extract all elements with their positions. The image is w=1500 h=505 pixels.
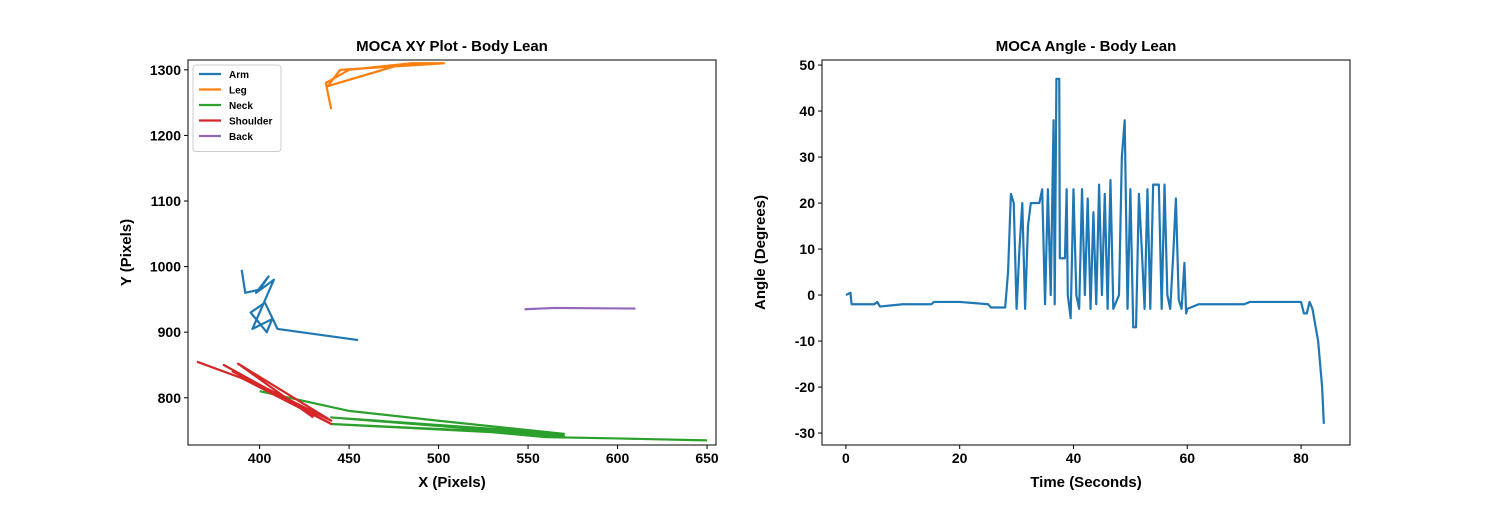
data-line — [845, 77, 1325, 424]
y-tick-label: 20 — [799, 195, 815, 211]
x-tick-label: 80 — [1293, 450, 1309, 466]
data-line — [324, 62, 446, 110]
y-tick-label: 40 — [799, 103, 815, 119]
y-tick-label: 30 — [799, 149, 815, 165]
x-tick-label: 60 — [1179, 450, 1195, 466]
chart-title: MOCA XY Plot - Body Lean — [356, 38, 548, 55]
y-tick-label: 0 — [807, 287, 815, 303]
y-axis-label: Angle (Degrees) — [752, 195, 769, 310]
plot-area — [845, 77, 1325, 424]
x-tick-label: 550 — [516, 450, 540, 466]
y-tick-label: 800 — [158, 390, 182, 406]
y-tick-label: 1000 — [150, 259, 181, 275]
x-tick-label: 650 — [695, 450, 719, 466]
x-tick-label: 500 — [427, 450, 451, 466]
x-axis-label: X (Pixels) — [418, 474, 486, 491]
axes-frame — [821, 59, 1351, 446]
y-tick-label: 1200 — [150, 127, 181, 143]
data-line — [524, 306, 636, 311]
subplot: 0 20 40 60 80 -30 -20 -10 0 10 20 30 40 50 MOCA Angle … — [752, 38, 1351, 491]
y-tick-label: 10 — [799, 241, 815, 257]
legend-label: Arm — [229, 70, 249, 81]
x-tick-label: 450 — [337, 450, 361, 466]
y-tick-label: -10 — [795, 333, 815, 349]
subplot: 400 450 500 550 600 650 800 900 1000 1100 1200 1300… — [118, 38, 719, 491]
y-tick-label: 1300 — [150, 62, 181, 78]
x-tick-label: 0 — [842, 450, 850, 466]
data-line — [259, 390, 708, 442]
chart-title: MOCA Angle - Body Lean — [996, 38, 1177, 55]
x-tick-label: 40 — [1066, 450, 1082, 466]
y-tick-label: 1100 — [151, 193, 182, 209]
x-tick-label: 400 — [248, 450, 272, 466]
legend-label: Leg — [229, 86, 247, 97]
legend-label: Back — [229, 132, 253, 143]
x-tick-label: 20 — [952, 450, 968, 466]
plot-area — [196, 62, 708, 442]
legend-label: Shoulder — [229, 117, 272, 128]
x-tick-label: 600 — [606, 450, 630, 466]
y-tick-label: 900 — [158, 324, 182, 340]
y-tick-label: -20 — [795, 379, 815, 395]
legend-frame — [192, 64, 282, 152]
y-tick-label: -30 — [795, 425, 815, 441]
y-axis-label: Y (Pixels) — [118, 219, 135, 286]
x-axis-label: Time (Seconds) — [1030, 474, 1141, 491]
data-line — [196, 360, 333, 426]
legend-label: Neck — [229, 101, 253, 112]
data-line — [240, 269, 359, 342]
axes-frame — [187, 59, 717, 446]
y-tick-label: 50 — [799, 57, 815, 73]
